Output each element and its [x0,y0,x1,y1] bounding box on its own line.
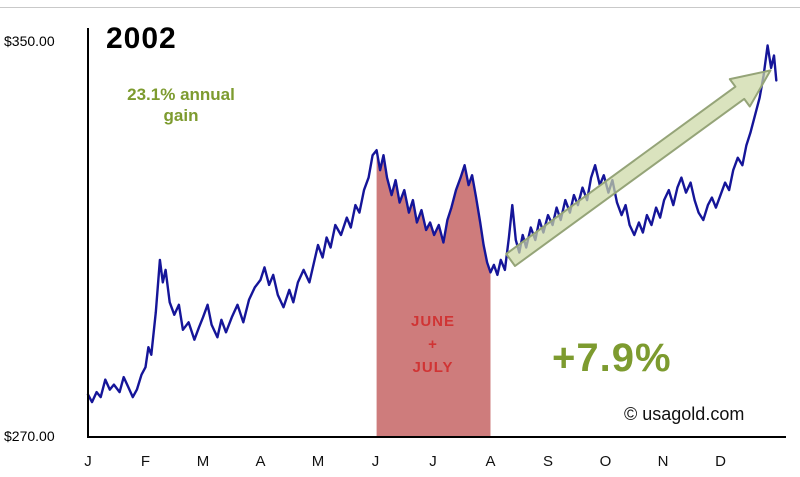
june-july-line-3: JULY [412,359,454,376]
june-july-line-1: JUNE [410,313,455,330]
june-july-line-2: + [428,336,438,353]
x-axis-tick-label: N [658,453,669,470]
x-axis-tick-label: A [255,453,265,470]
x-axis-tick-label: A [485,453,495,470]
y-axis-label-max: $350.00 [4,33,55,49]
june-july-shaded-region [376,150,491,437]
x-axis-tick-label: F [141,453,150,470]
trend-arrow [505,69,772,267]
chart-title-year: 2002 [106,22,177,55]
x-axis-tick-label: O [600,453,612,470]
price-line [86,44,778,404]
annual-gain-label: 23.1% annual gain [96,84,266,126]
period-gain-label: +7.9% [552,336,672,380]
watermark-usagold: © usagold.com [624,404,745,424]
annual-gain-line-1: 23.1% annual [127,85,235,104]
x-axis-tick-label: J [372,453,380,470]
x-axis-tick-label: D [715,453,726,470]
x-axis-tick-label: S [543,453,553,470]
x-axis-tick-label: J [429,453,437,470]
x-axis-tick-label: M [197,453,210,470]
top-divider-line [0,7,800,8]
june-july-label: JUNE + JULY [373,310,493,379]
annual-gain-line-2: gain [163,106,199,125]
y-axis-label-min: $270.00 [4,428,55,444]
x-axis-tick-label: M [312,453,325,470]
x-axis-tick-label: J [84,453,92,470]
